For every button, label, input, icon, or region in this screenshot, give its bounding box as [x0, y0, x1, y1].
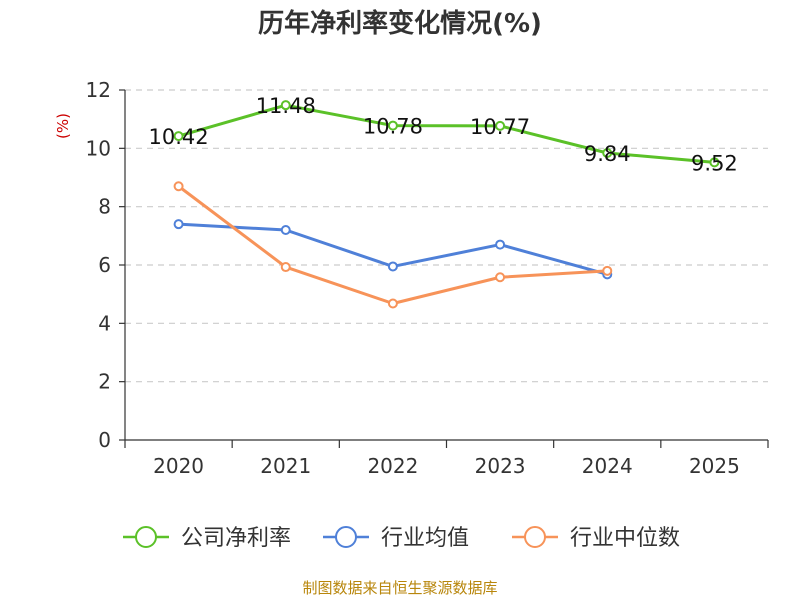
series-2-point-2020[interactable]	[173, 181, 184, 192]
chart-title: 历年净利率变化情况(%)	[258, 8, 542, 39]
y-tick-label-6: 6	[98, 253, 111, 277]
series-2-point-2021[interactable]	[280, 262, 291, 273]
series-lines	[173, 100, 720, 309]
data-label-2025: 9.52	[691, 151, 738, 175]
data-label-2022: 10.78	[363, 115, 423, 139]
y-tick-label-4: 4	[98, 311, 111, 335]
x-tick-label-2023: 2023	[475, 454, 526, 478]
y-tick-label-2: 2	[98, 370, 111, 394]
axes	[119, 89, 769, 448]
series-line-2	[177, 185, 608, 305]
series-line-0	[178, 103, 715, 164]
legend-label-1[interactable]: 行业均值	[381, 526, 469, 551]
data-label-2021: 11.48	[256, 94, 316, 118]
legend-marker-1[interactable]	[335, 526, 357, 548]
data-labels: 10.42 11.48 10.78 10.77 9.84 9.52	[149, 94, 738, 175]
series-1-point-2022[interactable]	[387, 261, 398, 272]
series-0-point-2020[interactable]	[173, 131, 184, 142]
y-tick-label-8: 8	[98, 195, 111, 219]
series-0-point-2025[interactable]	[709, 157, 720, 168]
series-1-point-2023[interactable]	[495, 239, 506, 250]
grid-lines	[125, 89, 768, 383]
y-tick-label-12: 12	[86, 78, 111, 102]
series-1-point-2020[interactable]	[173, 219, 184, 230]
x-tick-label-2022: 2022	[367, 454, 418, 478]
x-tick-label-2020: 2020	[153, 454, 204, 478]
series-0-point-2023[interactable]	[495, 120, 506, 131]
data-label-2023: 10.77	[470, 115, 530, 139]
series-1-point-2021[interactable]	[280, 225, 291, 235]
data-label-2024: 9.84	[584, 142, 631, 166]
y-axis-label: (%)	[54, 113, 72, 139]
series-0-point-2024[interactable]	[602, 148, 613, 158]
y-tick-label-0: 0	[98, 428, 111, 452]
source-note: 制图数据来自恒生聚源数据库	[302, 579, 497, 597]
series-2-point-2022[interactable]	[387, 298, 398, 309]
series-0-point-2021[interactable]	[280, 100, 291, 111]
data-label-2020: 10.42	[149, 125, 209, 149]
legend-marker-2[interactable]	[524, 526, 546, 548]
x-tick-labels: 2020 2021 2022 2023 2024 2025	[153, 454, 740, 478]
legend: 公司净利率 行业均值 行业中位数	[123, 526, 680, 551]
legend-marker-0[interactable]	[135, 526, 157, 548]
y-tick-labels: 0 2 4 6 8 10 12	[86, 78, 111, 452]
y-tick-label-10: 10	[86, 136, 111, 160]
x-tick-label-2024: 2024	[582, 454, 633, 478]
x-tick-label-2021: 2021	[260, 454, 311, 478]
series-0-point-2022[interactable]	[387, 120, 398, 131]
series-2-point-2023[interactable]	[495, 272, 506, 283]
x-tick-label-2025: 2025	[689, 454, 740, 478]
legend-label-2[interactable]: 行业中位数	[570, 526, 680, 551]
series-2-point-2024[interactable]	[602, 265, 613, 276]
legend-label-0[interactable]: 公司净利率	[181, 526, 291, 551]
